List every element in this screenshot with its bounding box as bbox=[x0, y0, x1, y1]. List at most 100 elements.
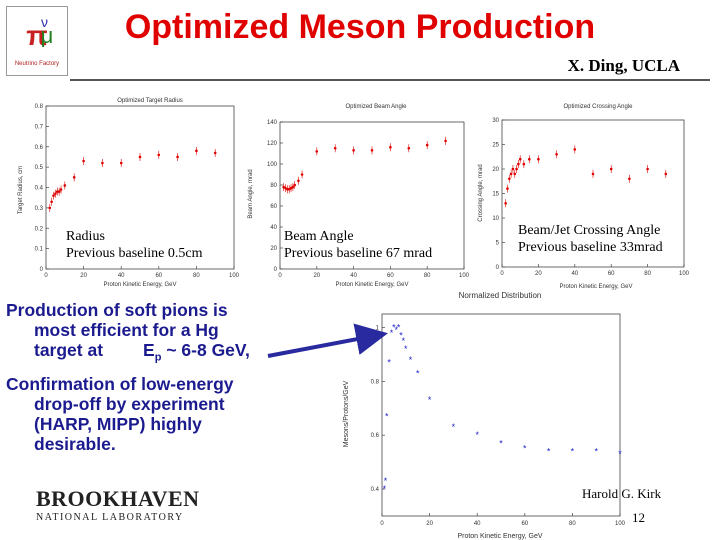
annotation-line: Beam/Jet Crossing Angle bbox=[518, 223, 661, 238]
data-point bbox=[57, 190, 61, 193]
y-tick-label: 0.7 bbox=[35, 124, 44, 130]
data-point bbox=[82, 159, 85, 163]
data-points: ****************** * * * * bbox=[383, 322, 623, 494]
radius-annotation: Radius Previous baseline 0.5cm bbox=[66, 228, 203, 262]
y-tick-label: 15 bbox=[492, 192, 499, 198]
x-tick-label: 60 bbox=[521, 521, 528, 527]
y-tick-label: 60 bbox=[270, 204, 277, 210]
data-point bbox=[59, 188, 63, 191]
data-point: * bbox=[395, 325, 399, 335]
y-tick-label: 0.8 bbox=[35, 104, 44, 110]
x-tick-label: 100 bbox=[679, 271, 690, 277]
data-point bbox=[509, 172, 513, 176]
data-point bbox=[515, 167, 518, 171]
y-tick-label: 25 bbox=[492, 143, 499, 149]
chart-normalized-distribution: Normalized Distribution 0.40.60.81 0 20 40… bbox=[343, 291, 626, 540]
x-tick-label: 60 bbox=[608, 271, 615, 277]
y-tick-label: 0 bbox=[40, 267, 44, 273]
data-point bbox=[119, 161, 123, 165]
data-point bbox=[286, 187, 289, 191]
x-tick-label: 20 bbox=[535, 271, 542, 277]
x-tick-label: 80 bbox=[569, 521, 576, 527]
y-axis-label: Crossing Angle, mrad bbox=[478, 164, 484, 221]
data-point bbox=[407, 146, 411, 150]
data-point bbox=[573, 148, 577, 151]
x-tick-label: 80 bbox=[644, 271, 651, 277]
x-tick-label: 40 bbox=[474, 521, 481, 527]
x-tick-label: 60 bbox=[387, 273, 394, 279]
x-axis: 0 20 40 60 80 100 bbox=[278, 266, 470, 279]
x-axis-label: Proton Kinetic Energy, GeV bbox=[336, 282, 409, 288]
data-point bbox=[157, 153, 161, 157]
beam-angle-annotation: Beam Angle Previous baseline 67 mrad bbox=[284, 228, 433, 262]
data-point bbox=[55, 190, 59, 193]
chart-beam-angle: Optimized Beam Angle 020406080100120140 … bbox=[248, 104, 470, 288]
data-point: * bbox=[409, 355, 413, 365]
x-tick-label: 0 bbox=[278, 273, 282, 279]
data-point: * bbox=[390, 328, 394, 338]
x-tick-label: 80 bbox=[424, 273, 431, 279]
bullet-line: Confirmation of low-energy bbox=[6, 373, 234, 394]
data-point: * bbox=[571, 446, 575, 456]
annotation-line: Previous baseline 0.5cm bbox=[66, 246, 203, 261]
data-point bbox=[195, 149, 198, 153]
x-tick-label: 20 bbox=[80, 273, 87, 279]
x-axis: 0 20 40 60 80 100 bbox=[380, 513, 626, 527]
x-axis: 0 20 40 60 80 100 bbox=[500, 264, 690, 277]
svg-text:π: π bbox=[26, 20, 47, 51]
x-tick-label: 60 bbox=[155, 273, 162, 279]
data-point bbox=[315, 150, 319, 153]
x-tick-label: 0 bbox=[44, 273, 48, 279]
y-tick-label: 0 bbox=[274, 267, 278, 273]
data-point bbox=[52, 194, 55, 197]
data-point: * bbox=[475, 430, 479, 440]
data-point bbox=[513, 172, 517, 176]
chart-crossing-angle: Optimized Crossing Angle 0 5 10 15 20 25 30 0 2… bbox=[478, 104, 690, 290]
data-point bbox=[352, 149, 355, 152]
data-point: * bbox=[397, 322, 401, 332]
data-point bbox=[646, 167, 649, 171]
data-point: * bbox=[384, 476, 388, 486]
data-point bbox=[591, 172, 595, 176]
annotation-line: Radius bbox=[66, 229, 105, 244]
y-tick-label: 0.4 bbox=[371, 487, 380, 493]
data-point bbox=[50, 200, 53, 204]
data-point: * bbox=[404, 344, 408, 354]
y-tick-label: 10 bbox=[492, 216, 499, 222]
data-point bbox=[555, 153, 558, 156]
annotation-line: Previous baseline 33mrad bbox=[518, 240, 663, 255]
y-tick-label: 0 bbox=[496, 265, 500, 271]
y-tick-label: 0.3 bbox=[35, 206, 44, 212]
y-axis-label: Mesons/Protons/GeV bbox=[343, 380, 350, 447]
data-point bbox=[506, 187, 509, 190]
data-point bbox=[628, 177, 631, 181]
data-point bbox=[511, 167, 515, 171]
svg-text:ν: ν bbox=[41, 14, 48, 30]
data-point: * bbox=[392, 322, 396, 332]
data-points bbox=[48, 146, 217, 212]
lab-subtitle: NATIONAL LABORATORY bbox=[36, 512, 184, 523]
data-point bbox=[522, 162, 526, 166]
y-axis: 0 5 10 15 20 25 30 bbox=[492, 118, 505, 271]
x-axis-label: Proton Kinetic Energy, GeV bbox=[560, 284, 633, 290]
data-point: * bbox=[452, 422, 456, 432]
data-point bbox=[63, 184, 67, 187]
neutrino-factory-logo: π μ ν Neutrino Factory bbox=[6, 6, 68, 76]
y-tick-label: 40 bbox=[270, 225, 277, 231]
y-tick-label: 120 bbox=[267, 141, 278, 147]
data-point: * bbox=[547, 446, 551, 456]
y-tick-label: 100 bbox=[267, 162, 278, 168]
x-tick-label: 100 bbox=[229, 273, 240, 279]
data-point bbox=[444, 139, 447, 143]
data-point: * bbox=[402, 336, 406, 346]
data-point: * bbox=[387, 357, 391, 367]
x-tick-label: 0 bbox=[380, 521, 384, 527]
x-tick-label: 20 bbox=[313, 273, 320, 279]
x-tick-label: 100 bbox=[615, 521, 626, 527]
x-tick-label: 80 bbox=[193, 273, 200, 279]
bullet-line: most efficient for a Hg bbox=[34, 320, 219, 340]
data-point: * bbox=[416, 368, 420, 378]
lab-name: BROOKHAVEN bbox=[36, 486, 200, 511]
data-point bbox=[176, 155, 179, 159]
annotation-line: Beam Angle bbox=[284, 229, 354, 244]
